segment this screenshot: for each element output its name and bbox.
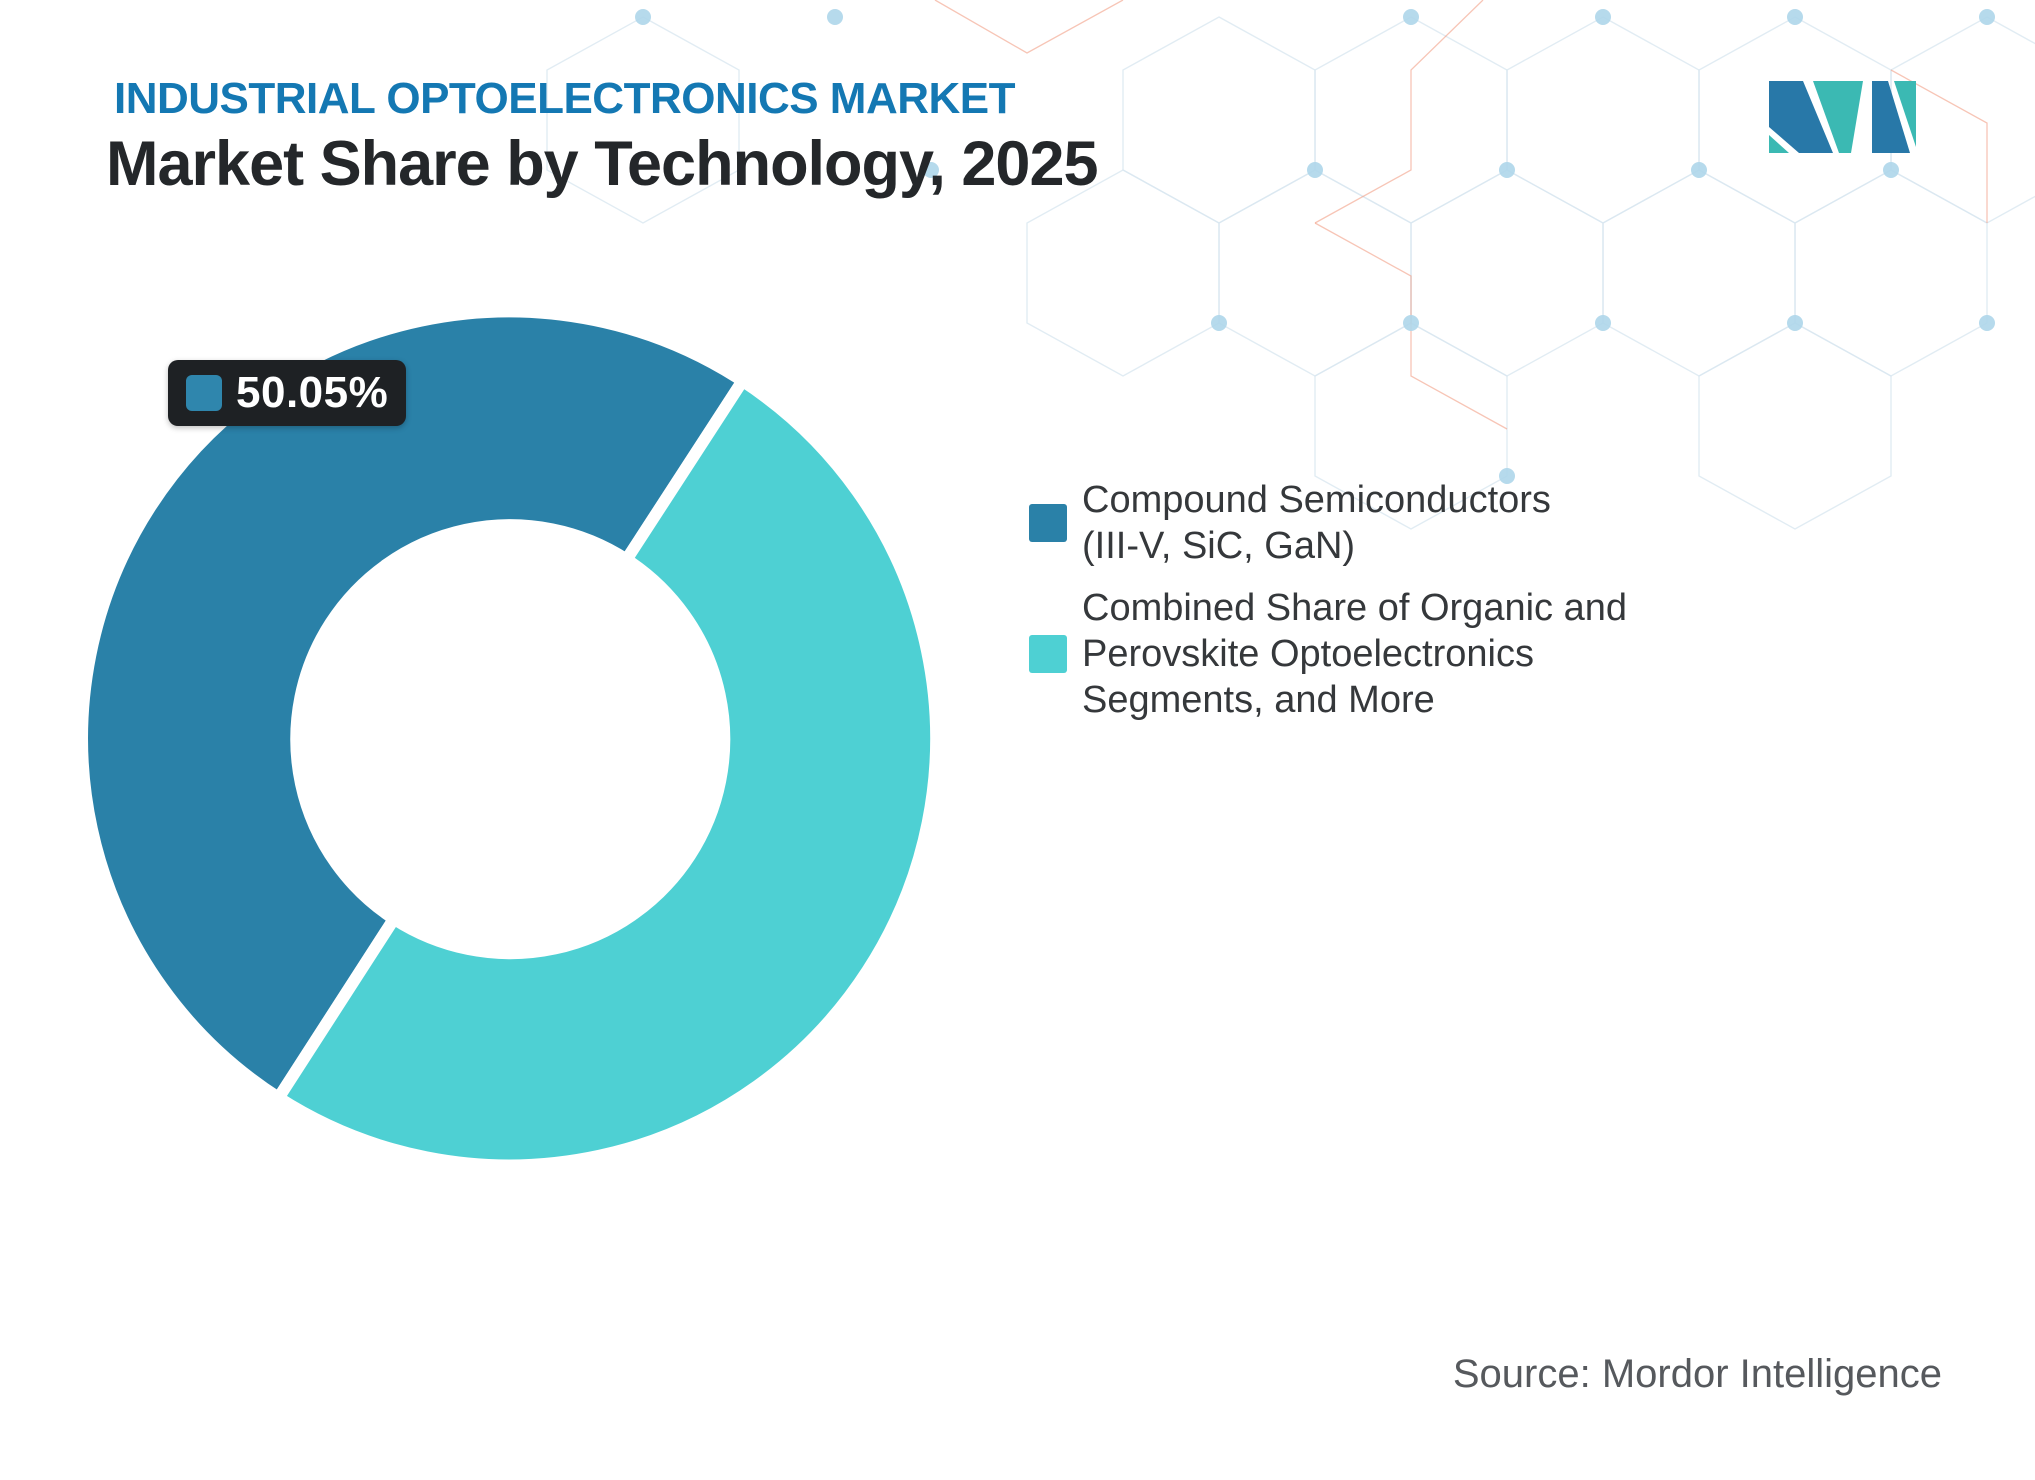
donut-chart	[80, 309, 940, 1169]
logo-shape-teal-wedge	[1813, 81, 1863, 153]
hexagon-accent-line	[1314, 0, 1484, 224]
mesh-dot	[1787, 315, 1803, 331]
hexagon-outline	[1218, 169, 1412, 377]
hexagon-outline	[1026, 169, 1220, 377]
hexagon-accent-line	[934, 0, 1124, 54]
donut-slice-organic-perovskite[interactable]	[270, 372, 940, 1169]
mesh-dot	[1595, 9, 1611, 25]
mesh-dot	[1979, 315, 1995, 331]
hexagon-outline	[1410, 169, 1604, 377]
legend-item-organic-perovskite[interactable]: Combined Share of Organic and Perovskite…	[1029, 585, 1627, 723]
logo-shape-teal-right	[1894, 81, 1916, 147]
mesh-dot	[1691, 162, 1707, 178]
legend-label-line: (III-V, SiC, GaN)	[1082, 525, 1356, 567]
legend-swatch-organic-perovskite	[1029, 635, 1067, 673]
logo-shape-blue-right	[1872, 81, 1910, 153]
hexagon-outline	[1506, 16, 1700, 224]
legend-label-line: Perovskite Optoelectronics	[1082, 633, 1534, 675]
hexagon-outline	[1314, 322, 1508, 530]
data-label-50.05: 50.05%	[168, 360, 407, 426]
legend-label-line: Segments, and More	[1082, 679, 1435, 721]
mesh-dot	[923, 162, 939, 178]
mesh-dot	[1595, 315, 1611, 331]
hexagon-outline	[546, 16, 740, 224]
mesh-dot	[1499, 162, 1515, 178]
mordor-intelligence-logo	[1769, 81, 1916, 153]
mesh-dot	[635, 9, 651, 25]
mesh-dot	[1403, 9, 1419, 25]
mesh-dot	[1499, 468, 1515, 484]
hexagon-outline	[1602, 169, 1796, 377]
chart-legend: Compound Semiconductors (III-V, SiC, GaN…	[1029, 477, 1627, 723]
chart-title: Market Share by Technology, 2025	[106, 129, 1099, 199]
legend-swatch-compound-semiconductors	[1029, 504, 1067, 542]
mesh-dot	[1307, 162, 1323, 178]
hexagon-accent-line	[1890, 69, 1988, 223]
mesh-dot	[1883, 162, 1899, 178]
source-attribution: Source: Mordor Intelligence	[1452, 1352, 1942, 1396]
report-title: INDUSTRIAL OPTOELECTRONICS MARKET	[114, 74, 1016, 123]
mesh-dot	[827, 9, 843, 25]
mesh-dot	[1787, 9, 1803, 25]
donut-slice-compound-semiconductors[interactable]	[80, 309, 751, 1107]
data-label-value: 50.05%	[236, 368, 389, 417]
mesh-dot	[1979, 9, 1995, 25]
legend-label-line: Compound Semiconductors	[1082, 479, 1551, 521]
logo-shape-teal-bottom-left	[1769, 135, 1789, 153]
mesh-dot	[1403, 315, 1419, 331]
legend-item-compound-semiconductors[interactable]: Compound Semiconductors (III-V, SiC, GaN…	[1029, 477, 1627, 569]
mesh-dot	[1211, 315, 1227, 331]
hexagon-outline	[1122, 16, 1316, 224]
legend-label-line: Combined Share of Organic and	[1082, 587, 1627, 629]
hexagon-outline	[1794, 169, 1988, 377]
data-label-swatch	[186, 375, 222, 411]
hexagon-outline	[1698, 322, 1892, 530]
background-hexagon-pattern	[546, 0, 2035, 530]
logo-shape-blue-left	[1769, 81, 1833, 153]
